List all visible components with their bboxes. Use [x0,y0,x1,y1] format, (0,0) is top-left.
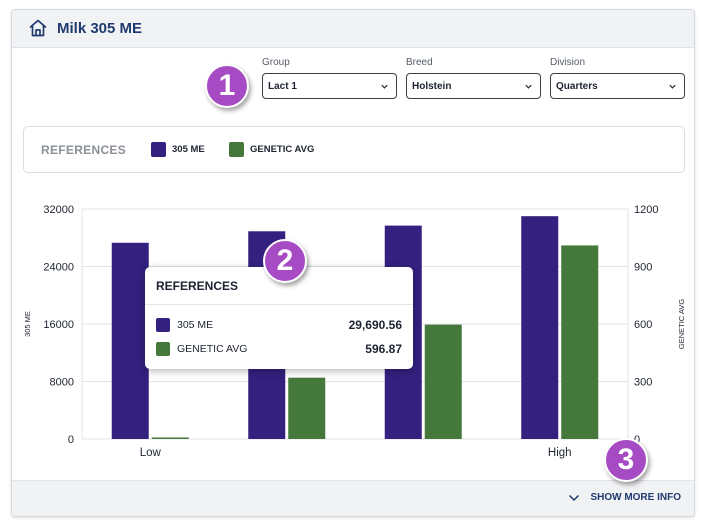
y-tick-label: 0 [68,434,74,446]
tooltip-row-305me: 305 ME 29,690.56 [156,318,402,332]
y-axis-title: 305 ME [23,311,32,337]
references-legend: REFERENCES 305 ME GENETIC AVG [23,126,685,173]
y-tick-label: 32000 [43,204,74,216]
chevron-down-icon [381,84,388,89]
breed-label: Breed [406,57,433,68]
breed-filter: Breed Holstein [406,57,541,99]
bar-genetic-avg [561,245,599,439]
legend-item-305me[interactable]: 305 ME [151,142,205,157]
group-select-value: Lact 1 [268,81,297,92]
legend-swatch-305me [151,142,166,157]
page-title: Milk 305 ME [57,20,143,37]
step-badge-1: 1 [205,64,249,108]
y2-axis-title: GENETIC AVG [677,299,686,349]
legend-label-genetic-avg: GENETIC AVG [250,144,315,155]
card-header: Milk 305 ME [12,10,694,48]
y2-tick-label: 300 [634,377,652,389]
chevron-down-icon [569,494,580,501]
tooltip-divider [145,304,413,305]
tooltip-row-genetic-avg: GENETIC AVG 596.87 [156,342,402,356]
chevron-down-icon [669,84,676,89]
tooltip-title: REFERENCES [156,279,239,293]
division-select[interactable]: Quarters [550,73,685,99]
references-title: REFERENCES [41,143,127,157]
bar-305me [111,242,149,439]
home-icon[interactable] [28,18,48,38]
tooltip-value-305me: 29,690.56 [348,318,402,332]
tooltip-label-305me: 305 ME [177,319,214,331]
legend-swatch-genetic-avg [229,142,244,157]
legend-label-305me: 305 ME [172,144,205,155]
milk-card: Milk 305 ME Group Lact 1 Breed Holstein … [11,9,695,517]
tooltip-swatch-305me [156,318,170,332]
bar-genetic-avg [288,377,326,439]
tooltip-value-genetic-avg: 596.87 [365,342,402,356]
group-select[interactable]: Lact 1 [262,73,397,99]
y2-tick-label: 1200 [634,204,658,216]
division-filter: Division Quarters [550,57,685,99]
breed-select-value: Holstein [412,81,452,92]
x-tick-label: High [548,447,572,459]
y2-tick-label: 600 [634,319,652,331]
show-more-info-button[interactable]: SHOW MORE INFO [568,492,681,503]
y-tick-label: 8000 [50,377,74,389]
bar-305me [521,216,559,439]
y-tick-label: 24000 [43,262,74,274]
step-badge-2: 2 [263,239,307,283]
division-label: Division [550,57,586,68]
step-badge-3: 3 [604,438,648,482]
tooltip-swatch-genetic-avg [156,342,170,356]
card-footer: SHOW MORE INFO [12,480,694,516]
division-select-value: Quarters [556,81,598,92]
tooltip-label-genetic-avg: GENETIC AVG [177,343,248,355]
breed-select[interactable]: Holstein [406,73,541,99]
x-tick-label: Low [140,447,162,459]
group-label: Group [262,57,290,68]
show-more-info-label: SHOW MORE INFO [590,492,681,503]
chart-tooltip: REFERENCES 305 ME 29,690.56 GENETIC AVG … [145,267,413,369]
y-tick-label: 16000 [43,319,74,331]
y2-tick-label: 900 [634,262,652,274]
legend-item-genetic-avg[interactable]: GENETIC AVG [229,142,314,157]
chevron-down-icon [525,84,532,89]
group-filter: Group Lact 1 [262,57,397,99]
bar-genetic-avg [151,437,189,439]
bar-genetic-avg [424,324,462,439]
